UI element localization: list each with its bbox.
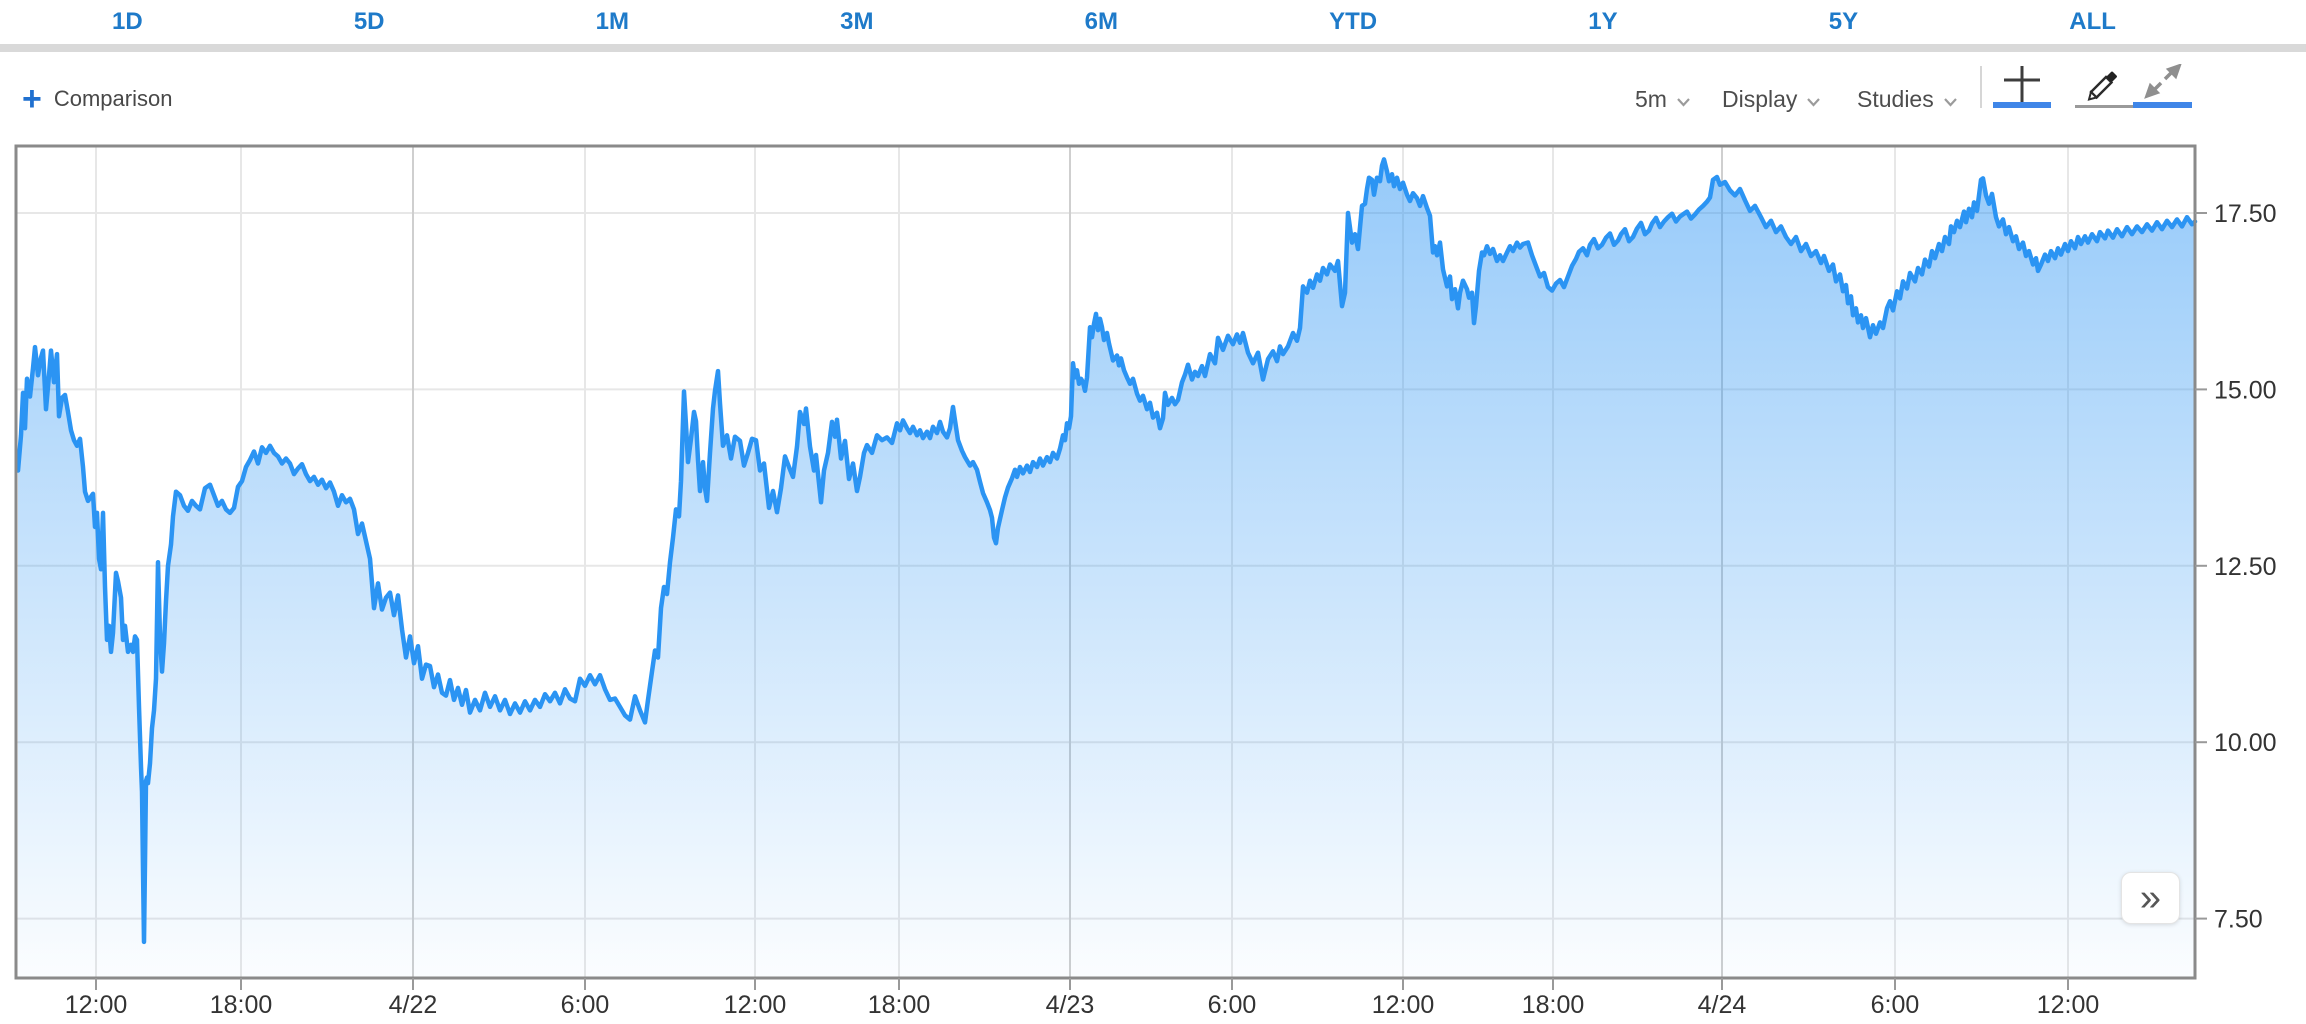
chevron-down-icon [1676,93,1691,107]
x-axis-label: 6:00 [1871,991,1920,1019]
plus-icon: + [22,80,42,118]
fullscreen-button[interactable] [2133,64,2192,108]
range-tab[interactable]: 6M [1084,8,1118,35]
x-axis-label: 6:00 [561,991,610,1019]
x-axis-label: 4/22 [389,991,438,1019]
range-tab[interactable]: 1M [595,8,629,35]
y-axis-label: 17.50 [2214,200,2277,228]
inactive-underline [2075,105,2133,108]
draw-tool-button[interactable] [2075,64,2133,108]
x-axis-label: 12:00 [2037,991,2100,1019]
chevron-down-icon [1806,93,1821,107]
x-axis-label: 12:00 [1372,991,1435,1019]
range-tab[interactable]: 5D [353,8,385,35]
toolbar-separator [1980,66,1982,108]
interval-value: 5m [1635,86,1667,112]
x-axis-label: 4/24 [1698,991,1747,1019]
studies-dropdown[interactable]: Studies [1857,86,1958,113]
y-axis-label: 15.00 [2214,376,2277,404]
add-comparison-button[interactable]: + Comparison [22,80,173,118]
crosshair-tool-button[interactable] [1993,64,2051,108]
tabs-divider [0,44,2306,52]
x-axis-label: 18:00 [1522,991,1585,1019]
price-line [15,157,2198,945]
x-axis-label: 18:00 [868,991,931,1019]
plot-border [14,144,2197,980]
crosshair-icon [1993,64,2051,102]
range-tab[interactable]: 1D [112,8,143,35]
display-dropdown[interactable]: Display [1722,86,1821,113]
range-tab[interactable]: 1Y [1588,8,1618,35]
range-tab[interactable]: 5Y [1828,8,1859,35]
x-axis-label: 12:00 [65,991,128,1019]
area-fill [18,159,2195,978]
x-axis-label: 6:00 [1208,991,1257,1019]
y-axis-label: 12.50 [2214,553,2277,581]
range-tab[interactable]: 3M [840,8,874,35]
active-underline [1993,102,2051,108]
expand-panel-button[interactable]: » [2121,872,2180,924]
range-tab[interactable]: ALL [2069,8,2116,35]
x-axis-label: 18:00 [210,991,273,1019]
display-label: Display [1722,86,1798,112]
y-axis-label: 7.50 [2214,906,2263,934]
x-axis-label: 12:00 [724,991,787,1019]
expand-arrows-icon [2133,64,2192,102]
range-tab[interactable]: YTD [1329,8,1378,35]
double-chevron-right-icon: » [2139,877,2162,919]
y-axis-label: 10.00 [2214,729,2277,757]
x-axis-label: 4/23 [1046,991,1095,1019]
active-underline [2133,102,2192,108]
studies-label: Studies [1857,86,1934,112]
range-selector: 1D 5D 1M 3M 6M YTD 1Y 5Y ALL [112,8,2116,36]
pencil-icon [2075,64,2133,104]
chevron-down-icon [1943,93,1958,107]
comparison-label: Comparison [53,86,173,111]
interval-dropdown[interactable]: 5m [1635,86,1691,113]
